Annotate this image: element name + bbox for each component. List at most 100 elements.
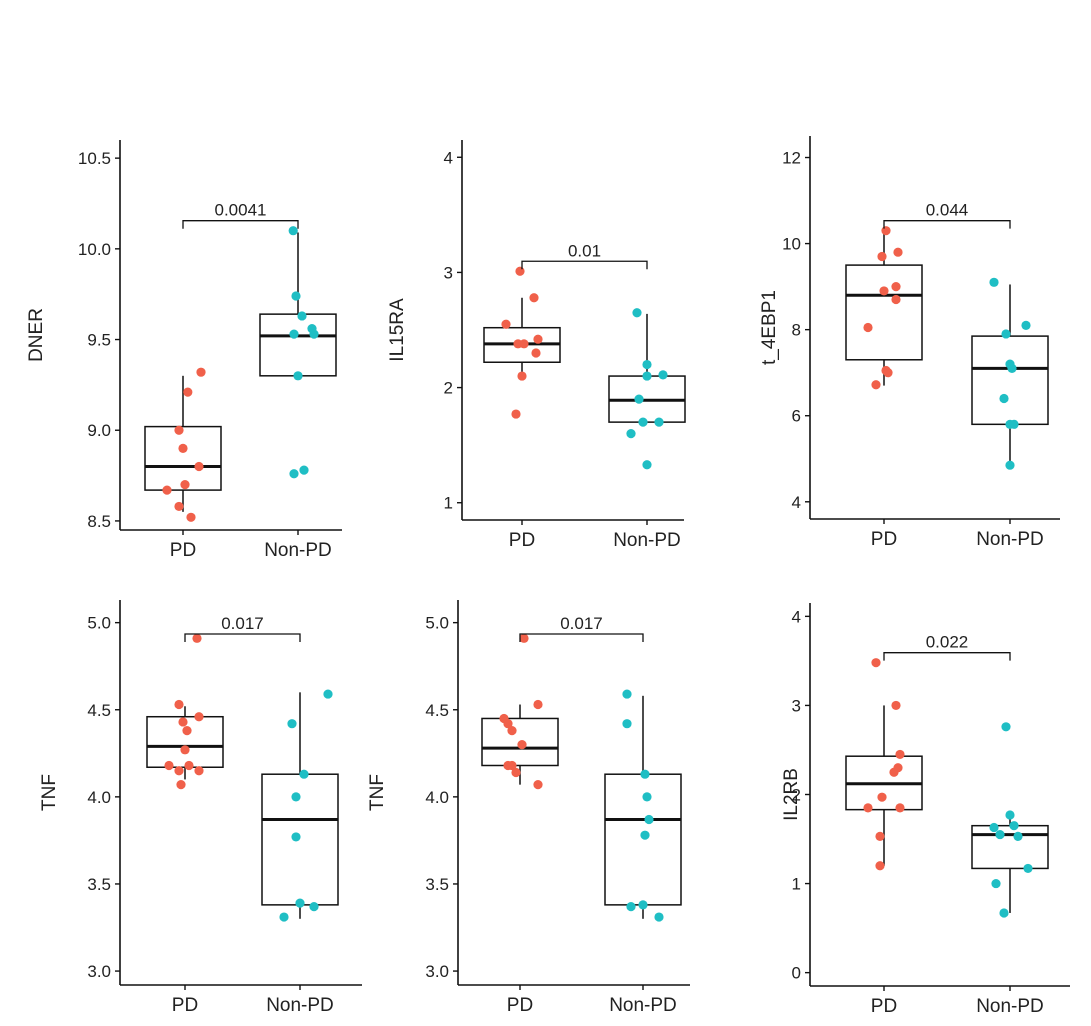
box-iqr — [845, 264, 923, 361]
y-tick-label: 9.0 — [87, 421, 111, 440]
box-pd — [845, 226, 923, 390]
data-point — [863, 803, 873, 813]
data-point — [1001, 722, 1011, 732]
data-point — [1009, 821, 1019, 831]
box-non-pd — [261, 689, 339, 922]
data-point — [289, 469, 299, 479]
data-point — [642, 359, 652, 370]
y-tick-label: 10.5 — [78, 149, 111, 168]
significance-bracket: 0.022 — [883, 633, 1011, 661]
data-point — [632, 308, 642, 318]
data-point — [1005, 810, 1015, 820]
bracket-line — [521, 260, 648, 270]
data-point — [178, 443, 188, 453]
data-point — [174, 766, 184, 776]
y-axis-label: t_4EBP1 — [759, 290, 780, 365]
data-point — [863, 322, 873, 333]
box-iqr — [604, 773, 682, 906]
data-point — [183, 387, 193, 397]
y-axis-label: IL15RA — [387, 298, 408, 362]
data-point — [507, 760, 517, 771]
x-tick-label: PD — [509, 530, 535, 551]
y-tick-label: 4.0 — [425, 788, 449, 807]
data-point — [192, 633, 202, 643]
data-point — [288, 226, 298, 236]
box-pd — [845, 658, 923, 871]
box-non-pd — [604, 689, 682, 922]
data-point — [658, 370, 668, 380]
data-point — [995, 829, 1005, 840]
data-point — [879, 286, 889, 296]
x-tick-label: PD — [871, 996, 897, 1017]
data-point — [295, 898, 305, 908]
y-tick-label: 1 — [444, 494, 453, 513]
data-point — [176, 780, 186, 790]
data-point — [991, 878, 1001, 889]
data-point — [180, 480, 190, 490]
data-point — [297, 311, 307, 321]
data-point — [174, 425, 184, 435]
data-point — [881, 226, 891, 236]
y-tick-label: 9.5 — [87, 331, 111, 350]
box-pd — [144, 367, 222, 522]
panel-2: 1 2 3 4 PD Non-PD IL15RA 0.01 — [387, 140, 686, 551]
data-point — [279, 912, 289, 922]
data-point — [999, 908, 1009, 918]
data-point — [893, 247, 903, 257]
bracket-line — [519, 633, 644, 642]
data-point — [622, 719, 632, 729]
bracket-line — [883, 652, 1011, 661]
x-tick-label: PD — [172, 995, 198, 1016]
data-point — [893, 763, 903, 773]
data-point — [1005, 460, 1015, 470]
x-tick-label: Non-PD — [613, 530, 681, 551]
y-tick-label: 4 — [792, 493, 801, 512]
panel-4: 3.0 3.5 4.0 4.5 5.0 PD Non-PD TNF 0.017 — [39, 600, 362, 1016]
box-non-pd — [971, 722, 1049, 918]
y-tick-label: 3.5 — [425, 875, 449, 894]
data-point — [194, 461, 204, 472]
y-axis-label: IL2RB — [781, 768, 802, 821]
data-point — [299, 465, 309, 475]
data-point — [515, 266, 525, 276]
data-point — [654, 912, 664, 922]
data-point — [883, 368, 893, 378]
y-tick-label: 5.0 — [425, 614, 449, 633]
data-point — [875, 831, 885, 841]
data-point — [293, 371, 303, 381]
data-point — [196, 367, 206, 377]
p-value-label: 0.01 — [568, 241, 601, 260]
x-tick-label: Non-PD — [264, 540, 332, 561]
p-value-label: 0.017 — [221, 614, 264, 633]
panel-1: 8.5 9.0 9.5 10.0 10.5 PD Non-PD DNER 0.0041 — [26, 140, 342, 561]
significance-bracket: 0.0041 — [182, 201, 299, 229]
data-point — [638, 900, 648, 910]
data-point — [299, 769, 309, 779]
box-iqr — [261, 773, 339, 906]
box-iqr — [971, 824, 1049, 870]
y-tick-label: 4 — [444, 148, 453, 167]
y-tick-label: 3.0 — [87, 962, 111, 981]
bracket-line — [184, 633, 301, 642]
y-tick-label: 10.0 — [78, 240, 111, 259]
significance-bracket: 0.017 — [184, 614, 301, 642]
data-point — [877, 251, 887, 262]
panel-6: 0 1 2 3 4 PD Non-PD IL2RB 0.022 — [781, 603, 1070, 1017]
data-point — [164, 760, 174, 771]
y-tick-label: 3.5 — [87, 875, 111, 894]
y-tick-label: 4.5 — [425, 701, 449, 720]
y-tick-label: 6 — [792, 407, 801, 426]
bracket-line — [883, 220, 1011, 229]
data-point — [891, 294, 901, 305]
data-point — [877, 792, 887, 802]
box-pd — [146, 633, 224, 790]
data-point — [1021, 320, 1031, 330]
x-tick-label: Non-PD — [976, 529, 1044, 550]
p-value-label: 0.017 — [560, 614, 603, 633]
data-point — [891, 282, 901, 292]
data-point — [529, 293, 539, 303]
panels-layer: 8.59.09.510.010.5PD Non-PDDNER0.00411234P… — [26, 136, 1070, 1017]
y-tick-label: 12 — [782, 149, 801, 168]
data-point — [654, 417, 664, 427]
